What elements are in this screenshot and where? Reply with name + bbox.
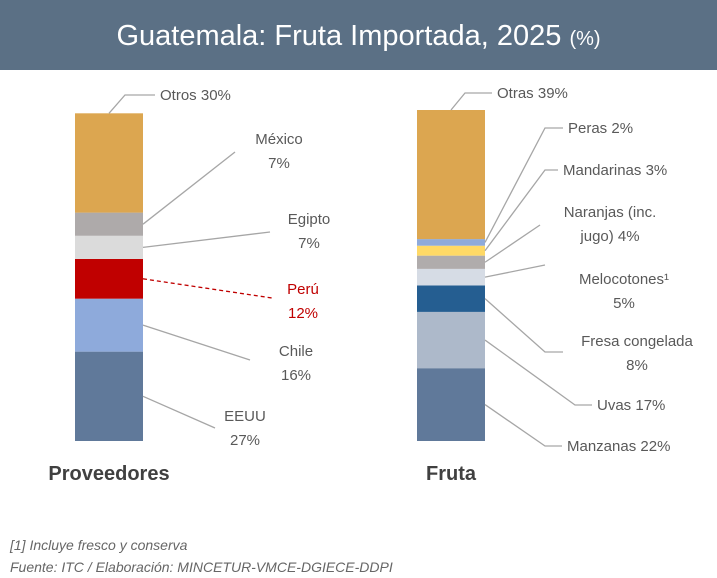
label-value: 2% (611, 120, 634, 137)
label-name: Otras (497, 85, 534, 102)
label-value: 12% (287, 305, 319, 322)
label-name: Uvas (597, 397, 632, 414)
label-name: EEUU (224, 408, 266, 425)
label-name: México (255, 131, 303, 148)
label-name: Fresa congelada (581, 333, 693, 350)
label-name: Mandarinas (563, 162, 642, 179)
label-value: 17% (635, 397, 666, 414)
header: Guatemala: Fruta Importada, 2025 (%) (0, 0, 717, 70)
data-label: Egipto 7% (279, 208, 339, 256)
label-value: 8% (626, 357, 648, 374)
leader-line (484, 404, 562, 447)
label-name: Perú (287, 281, 319, 298)
data-label: Peras 2% (568, 117, 708, 141)
data-label: Fresa congelada 8% (575, 330, 700, 378)
label-value: 5% (613, 295, 635, 312)
bar-segment (75, 212, 143, 236)
leader-line (108, 94, 155, 114)
data-label: Otros 30% (160, 84, 280, 108)
label-name: Peras (568, 120, 608, 137)
label-value: 7% (268, 155, 290, 172)
leader-line (142, 395, 216, 429)
data-label: Melocotones¹ 5% (574, 268, 674, 316)
bar-segment (417, 255, 485, 269)
label-name: Chile (278, 343, 314, 360)
bar-segment (417, 368, 485, 441)
leader-line (450, 92, 492, 111)
title-unit: (%) (569, 28, 601, 50)
bar-segment (417, 285, 485, 312)
label-value: 7% (298, 235, 320, 252)
data-label: Chile 16% (271, 340, 321, 388)
label-name: Otros (160, 87, 197, 104)
bar-segment (75, 113, 143, 213)
data-label: Otras 39% (497, 82, 637, 106)
bar-segment (417, 110, 485, 240)
title: Guatemala: Fruta Importada, 2025 (116, 20, 562, 52)
data-label: Perú 12% (278, 278, 328, 326)
label-value: 22% (640, 438, 671, 455)
data-label: EEUU 27% (220, 405, 270, 453)
bar-segment (75, 258, 143, 299)
leader-line (484, 169, 558, 252)
leader-line (142, 151, 236, 225)
label-value: 39% (537, 85, 568, 102)
leader-line (142, 278, 273, 299)
leader-line (484, 224, 541, 263)
label-name: Egipto (287, 211, 331, 228)
bar-segment (75, 298, 143, 352)
source: Fuente: ITC / Elaboración: MINCETUR-VMCE… (10, 559, 393, 575)
data-label: Manzanas 22% (567, 435, 707, 459)
leader-line (484, 298, 563, 353)
label-name: Melocotones¹ (578, 271, 670, 288)
label-value: 27% (229, 432, 261, 449)
data-label: Mandarinas 3% (563, 159, 703, 183)
bar-segment (417, 239, 485, 246)
leader-line (484, 264, 546, 278)
label-value: 16% (280, 367, 312, 384)
bar-segment (75, 351, 143, 441)
footnote: [1] Incluye fresco y conserva (10, 537, 188, 553)
label-value: 3% (645, 162, 668, 179)
label-name: Manzanas (567, 438, 637, 455)
leader-line (142, 231, 271, 249)
category-label: Fruta (426, 463, 476, 485)
data-label: Uvas 17% (597, 394, 697, 418)
leader-line (142, 324, 251, 361)
bar-segment (417, 311, 485, 369)
bar-segment (417, 245, 485, 256)
category-label: Proveedores (48, 463, 170, 485)
label-name: Naranjas (inc. jugo) (563, 204, 657, 245)
bar-segment (417, 268, 485, 286)
leader-line (484, 127, 563, 243)
label-value: 30% (200, 87, 231, 104)
label-value: 4% (617, 228, 640, 245)
leader-line (484, 339, 592, 406)
data-label: Naranjas (inc. jugo) 4% (548, 201, 673, 249)
bar-segment (75, 235, 143, 259)
data-label: México 7% (249, 128, 309, 176)
